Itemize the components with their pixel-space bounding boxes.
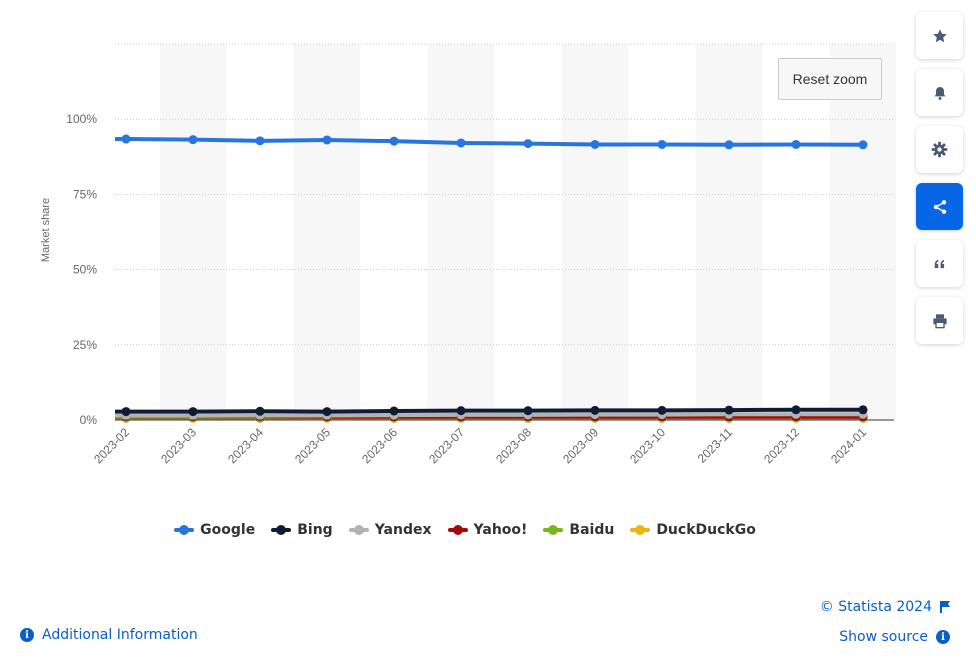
info-icon: i — [20, 628, 34, 642]
data-point-google[interactable] — [791, 139, 801, 149]
legend-label: Yahoo! — [473, 522, 528, 538]
settings-gear-icon — [931, 141, 948, 158]
data-point-bing[interactable] — [188, 407, 198, 417]
cite-button[interactable] — [916, 240, 963, 287]
legend-symbol — [543, 524, 564, 536]
x-tick-label: 2023-09 — [560, 425, 601, 466]
plot-band — [159, 44, 227, 420]
additional-information-link[interactable]: i Additional Information — [20, 627, 198, 643]
legend-item-yandex[interactable]: Yandex — [348, 522, 432, 538]
series-line-bing — [115, 407, 863, 414]
data-point-bing[interactable] — [724, 405, 734, 415]
data-point-bing[interactable] — [255, 406, 265, 416]
plot-band — [427, 44, 495, 420]
legend-symbol — [630, 524, 651, 536]
x-tick-label: 2023-07 — [426, 425, 467, 466]
data-point-google[interactable] — [858, 140, 868, 150]
show-source-label: Show source — [839, 629, 928, 645]
legend-label: Yandex — [374, 522, 432, 538]
legend-symbol — [174, 524, 195, 536]
data-point-google[interactable] — [389, 136, 399, 146]
plot-band — [293, 44, 361, 420]
additional-information-label: Additional Information — [42, 627, 198, 643]
plot-background-bands — [159, 44, 897, 420]
data-point-google[interactable] — [121, 134, 131, 144]
data-point-google[interactable] — [657, 139, 667, 149]
series-points — [121, 134, 868, 423]
notification-button[interactable] — [916, 69, 963, 116]
data-point-bing[interactable] — [858, 405, 868, 415]
y-tick-label: 0% — [80, 413, 98, 427]
x-tick-label: 2023-08 — [493, 425, 534, 466]
legend-item-bing[interactable]: Bing — [271, 522, 333, 538]
y-tick-label: 25% — [73, 338, 97, 352]
chart-legend: Google Bing Yandex Yahoo! Baidu DuckDuckGo — [0, 522, 930, 538]
favorite-button[interactable] — [916, 12, 963, 59]
share-icon — [933, 199, 946, 214]
y-gridlines — [115, 43, 894, 421]
data-point-google[interactable] — [188, 135, 198, 145]
share-button[interactable] — [916, 183, 963, 230]
legend-label: DuckDuckGo — [656, 522, 756, 538]
y-axis-tick-labels: 0% 25% 50% 75% 100% — [66, 112, 97, 427]
x-tick-label: 2023-05 — [292, 425, 333, 466]
x-axis-tick-labels: 2023-02 2023-03 2023-04 2023-05 2023-06 2023-… — [91, 425, 869, 466]
legend-item-duckduckgo[interactable]: DuckDuckGo — [630, 522, 756, 538]
notification-bell-icon — [934, 86, 945, 100]
legend-symbol — [271, 524, 292, 536]
plot-band — [695, 44, 763, 420]
x-tick-label: 2023-04 — [225, 425, 266, 466]
legend-item-google[interactable]: Google — [174, 522, 255, 538]
show-source-link[interactable]: Show source i — [839, 629, 950, 645]
favorite-star-icon — [932, 28, 947, 42]
print-button[interactable] — [916, 297, 963, 344]
legend-label: Google — [200, 522, 256, 538]
data-point-bing[interactable] — [590, 405, 600, 415]
data-point-bing[interactable] — [523, 406, 533, 416]
print-icon — [932, 313, 947, 328]
y-tick-label: 50% — [73, 263, 97, 277]
x-tick-label: 2023-12 — [761, 425, 802, 466]
data-point-bing[interactable] — [657, 405, 667, 415]
settings-button[interactable] — [916, 126, 963, 173]
data-point-google[interactable] — [590, 139, 600, 149]
legend-label: Bing — [297, 522, 333, 538]
data-point-bing[interactable] — [322, 407, 332, 417]
statista-copyright-link[interactable]: © Statista 2024 — [820, 599, 950, 615]
legend-item-baidu[interactable]: Baidu — [543, 522, 614, 538]
info-icon: i — [936, 630, 950, 644]
plot-band — [561, 44, 629, 420]
x-tick-label: 2023-03 — [158, 425, 199, 466]
data-point-bing[interactable] — [791, 405, 801, 415]
legend-symbol — [348, 524, 369, 536]
y-axis-title: Market share — [40, 198, 52, 262]
data-point-bing[interactable] — [456, 406, 466, 416]
legend-label: Baidu — [569, 522, 615, 538]
y-tick-label: 100% — [66, 112, 97, 126]
data-point-google[interactable] — [724, 140, 734, 150]
flag-icon — [940, 601, 950, 613]
x-tick-label: 2023-06 — [359, 425, 400, 466]
legend-symbol — [447, 524, 468, 536]
legend-item-yahoo[interactable]: Yahoo! — [447, 522, 528, 538]
data-point-google[interactable] — [456, 138, 466, 148]
data-point-bing[interactable] — [389, 406, 399, 416]
x-tick-label: 2023-02 — [91, 425, 132, 466]
x-tick-label: 2024-01 — [828, 425, 869, 466]
cite-quote-icon — [934, 259, 944, 268]
data-point-bing[interactable] — [121, 407, 131, 417]
chart-toolbar — [916, 12, 963, 354]
copyright-label: © Statista 2024 — [819, 599, 932, 615]
y-tick-label: 75% — [73, 187, 97, 201]
reset-zoom-button[interactable]: Reset zoom — [778, 58, 882, 100]
data-point-google[interactable] — [255, 136, 265, 146]
data-point-google[interactable] — [322, 135, 332, 145]
series-line-yandex — [115, 412, 863, 418]
x-tick-label: 2023-11 — [695, 425, 736, 466]
x-tick-label: 2023-10 — [627, 425, 668, 466]
data-point-google[interactable] — [523, 139, 533, 149]
plot-band — [829, 44, 897, 420]
